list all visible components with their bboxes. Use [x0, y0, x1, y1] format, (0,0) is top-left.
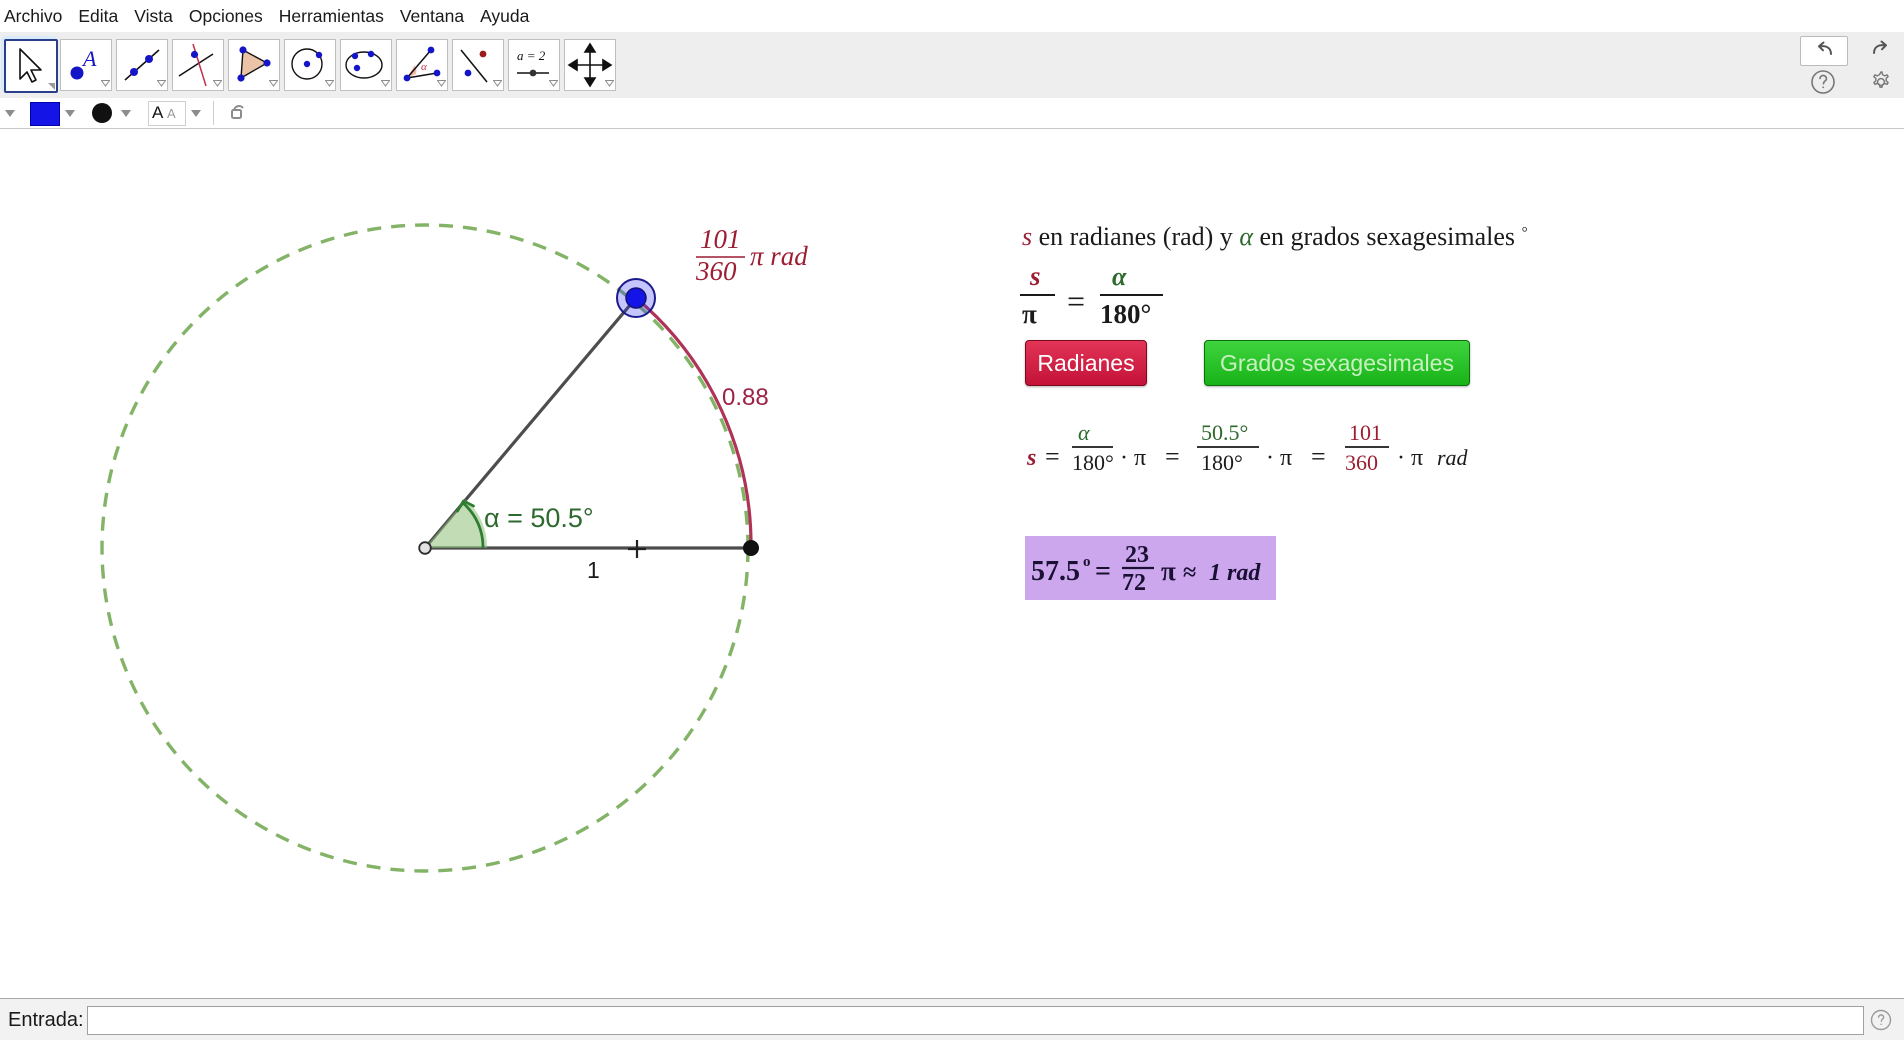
svg-text:=: = — [1067, 283, 1085, 319]
svg-text:=: = — [1165, 442, 1180, 471]
svg-text:π: π — [1411, 445, 1423, 471]
svg-text:π rad: π rad — [750, 241, 808, 271]
svg-text:1: 1 — [587, 557, 600, 583]
svg-text:180°: 180° — [1201, 450, 1243, 475]
svg-text:0.88: 0.88 — [722, 384, 769, 411]
svg-text:57.5: 57.5 — [1031, 556, 1080, 587]
svg-text:·: · — [1397, 445, 1405, 471]
svg-text:50.5°: 50.5° — [1201, 425, 1248, 445]
svg-text:π: π — [1161, 556, 1176, 586]
svg-text:101: 101 — [1349, 425, 1382, 445]
svg-text:=: = — [1095, 556, 1111, 587]
svg-text:o: o — [1083, 554, 1091, 570]
svg-text:α: α — [1078, 425, 1090, 445]
svg-text:1 rad: 1 rad — [1209, 560, 1261, 586]
svg-text:α: α — [1112, 262, 1127, 291]
svg-text:rad: rad — [1437, 445, 1469, 470]
svg-text:101: 101 — [700, 224, 741, 254]
svg-text:23: 23 — [1125, 542, 1149, 568]
svg-text:s: s — [1029, 261, 1041, 291]
svg-text:180°: 180° — [1100, 299, 1151, 329]
svg-text:·: · — [1120, 445, 1128, 471]
svg-text:α = 50.5°: α = 50.5° — [484, 503, 594, 533]
svg-text:≈: ≈ — [1183, 560, 1196, 586]
svg-text:π: π — [1022, 299, 1037, 329]
svg-text:72: 72 — [1122, 570, 1146, 596]
svg-text:π: π — [1280, 445, 1292, 471]
svg-text:360: 360 — [695, 256, 737, 286]
svg-text:360: 360 — [1345, 450, 1378, 475]
svg-text:s: s — [1026, 445, 1036, 471]
svg-text:=: = — [1045, 442, 1060, 471]
svg-text:180°: 180° — [1072, 450, 1114, 475]
svg-text:·: · — [1266, 445, 1274, 471]
svg-text:π: π — [1134, 445, 1146, 471]
svg-text:=: = — [1311, 442, 1326, 471]
